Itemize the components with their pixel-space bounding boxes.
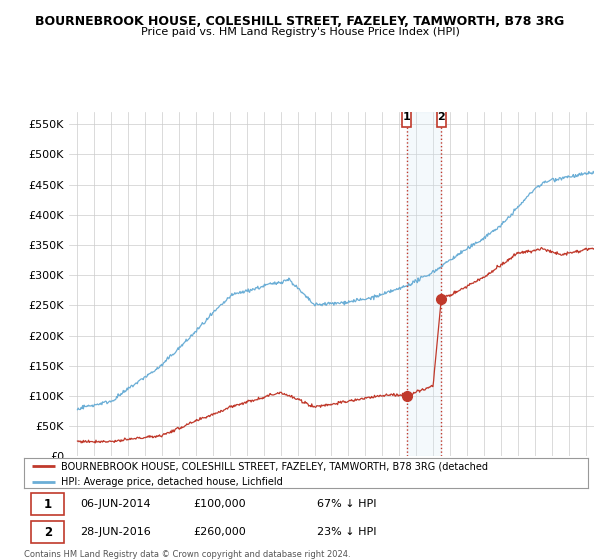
FancyBboxPatch shape: [402, 107, 412, 127]
Text: BOURNEBROOK HOUSE, COLESHILL STREET, FAZELEY, TAMWORTH, B78 3RG (detached: BOURNEBROOK HOUSE, COLESHILL STREET, FAZ…: [61, 461, 488, 471]
FancyBboxPatch shape: [437, 107, 446, 127]
Text: Price paid vs. HM Land Registry's House Price Index (HPI): Price paid vs. HM Land Registry's House …: [140, 27, 460, 37]
Text: 2: 2: [437, 112, 445, 122]
Bar: [407, 112, 442, 456]
Text: BOURNEBROOK HOUSE, COLESHILL STREET, FAZELEY, TAMWORTH, B78 3RG: BOURNEBROOK HOUSE, COLESHILL STREET, FAZ…: [35, 15, 565, 27]
FancyBboxPatch shape: [31, 493, 64, 515]
Text: 67% ↓ HPI: 67% ↓ HPI: [317, 499, 377, 509]
Text: 2: 2: [44, 525, 52, 539]
Text: 1: 1: [44, 497, 52, 511]
Text: 1: 1: [403, 112, 410, 122]
Text: £260,000: £260,000: [193, 527, 246, 537]
FancyBboxPatch shape: [31, 521, 64, 543]
Text: Contains HM Land Registry data © Crown copyright and database right 2024.
This d: Contains HM Land Registry data © Crown c…: [24, 550, 350, 560]
Text: £100,000: £100,000: [193, 499, 246, 509]
Text: 06-JUN-2014: 06-JUN-2014: [80, 499, 151, 509]
Text: 28-JUN-2016: 28-JUN-2016: [80, 527, 151, 537]
Text: 23% ↓ HPI: 23% ↓ HPI: [317, 527, 377, 537]
Text: HPI: Average price, detached house, Lichfield: HPI: Average price, detached house, Lich…: [61, 477, 283, 487]
